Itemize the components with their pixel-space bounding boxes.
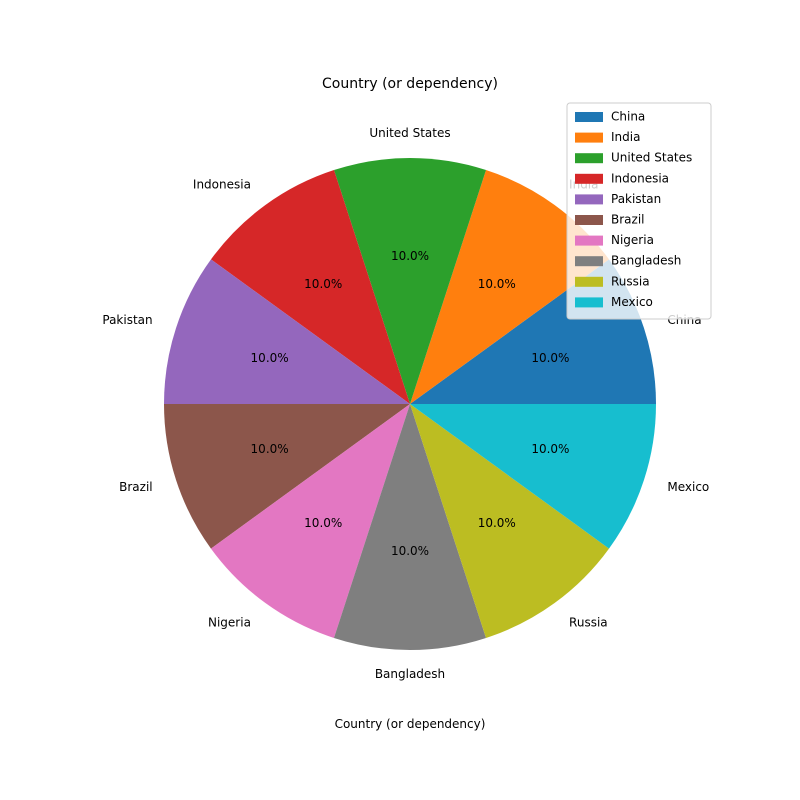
percent-label-russia: 10.0%	[478, 516, 516, 530]
pie-slice-india	[410, 170, 610, 404]
pie-slice-nigeria	[210, 404, 410, 638]
legend-label-indonesia: Indonesia	[611, 171, 669, 185]
legend-swatch-mexico	[575, 297, 603, 308]
slice-label-indonesia: Indonesia	[193, 178, 251, 192]
legend-label-china: China	[611, 110, 645, 124]
slice-label-russia: Russia	[569, 615, 608, 629]
slice-label-mexico: Mexico	[667, 480, 709, 494]
slice-label-pakistan: Pakistan	[102, 313, 152, 327]
percent-label-united-states: 10.0%	[391, 249, 429, 263]
percent-label-pakistan: 10.0%	[251, 351, 289, 365]
legend-swatch-china	[575, 112, 603, 122]
legend-label-nigeria: Nigeria	[611, 233, 654, 247]
pie-slices	[164, 157, 656, 651]
percent-label-nigeria: 10.0%	[304, 516, 342, 530]
pie-slice-brazil	[164, 404, 410, 549]
legend-swatch-brazil	[575, 215, 603, 225]
legend-swatch-pakistan	[575, 194, 603, 205]
legend-swatch-indonesia	[575, 173, 603, 184]
legend: China India United States Indonesia Pakistan…	[566, 102, 712, 320]
slice-label-brazil: Brazil	[119, 480, 153, 494]
pie-slice-mexico	[410, 404, 656, 549]
legend-swatch-united-states	[575, 153, 603, 164]
legend-label-brazil: Brazil	[611, 213, 645, 227]
percent-label-brazil: 10.0%	[251, 442, 289, 456]
slice-label-bangladesh: Bangladesh	[375, 667, 445, 681]
pie-slice-russia	[410, 404, 610, 638]
legend-swatch-bangladesh	[575, 256, 603, 267]
legend-swatch-india	[575, 132, 603, 143]
legend-swatch-nigeria	[575, 235, 603, 246]
slice-label-nigeria: Nigeria	[208, 615, 251, 629]
pie-slice-pakistan	[164, 259, 410, 404]
pie-slice-united-states	[333, 157, 487, 404]
legend-label-pakistan: Pakistan	[611, 192, 661, 206]
percent-label-bangladesh: 10.0%	[391, 544, 429, 558]
legend-label-russia: Russia	[611, 274, 650, 288]
legend-label-united-states: United States	[611, 151, 692, 165]
legend-label-mexico: Mexico	[611, 295, 653, 309]
percent-label-china: 10.0%	[531, 351, 569, 365]
legend-swatch-russia	[575, 276, 603, 287]
percent-label-indonesia: 10.0%	[304, 277, 342, 291]
percent-labels: 10.0% 10.0% 10.0% 10.0% 10.0% 10.0% 10.0% 10.0%…	[251, 249, 570, 558]
percent-label-mexico: 10.0%	[531, 442, 569, 456]
slice-label-united-states: United States	[369, 126, 450, 140]
x-axis-label: Country (or dependency)	[335, 717, 486, 731]
percent-label-india: 10.0%	[478, 277, 516, 291]
pie-slice-indonesia	[210, 170, 410, 404]
legend-label-bangladesh: Bangladesh	[611, 254, 681, 268]
chart-title: Country (or dependency)	[322, 76, 498, 92]
legend-label-india: India	[611, 130, 640, 144]
pie-slice-bangladesh	[333, 404, 487, 651]
